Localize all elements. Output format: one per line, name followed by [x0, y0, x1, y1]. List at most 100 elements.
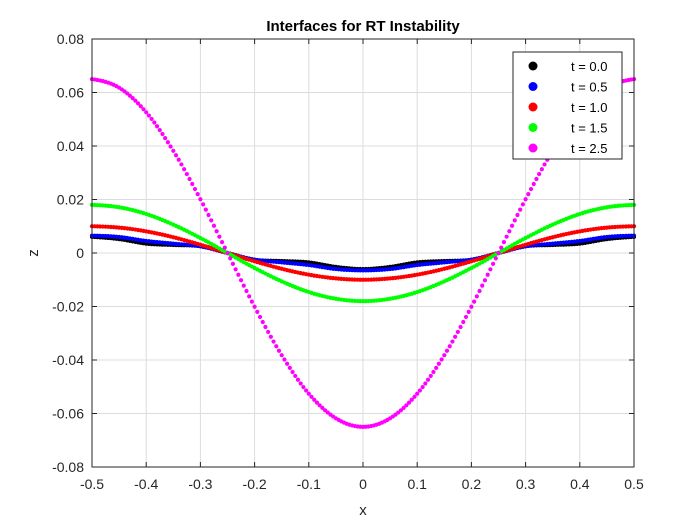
data-point [209, 218, 214, 223]
data-point [222, 245, 227, 250]
y-tick-label: 0 [76, 245, 84, 261]
y-tick-label: 0.06 [57, 85, 84, 101]
data-point [152, 120, 157, 125]
data-point [173, 153, 179, 158]
data-point [219, 240, 225, 245]
data-point [490, 261, 496, 266]
data-point [285, 361, 290, 366]
data-point [303, 388, 309, 393]
data-point [217, 234, 222, 239]
y-tick-label: -0.04 [52, 352, 84, 368]
data-point [461, 319, 466, 325]
data-point [531, 181, 536, 187]
data-point [130, 96, 135, 101]
data-point [539, 167, 544, 172]
y-tick-label: 0.02 [57, 192, 84, 208]
data-point [450, 339, 455, 344]
data-point [406, 400, 412, 405]
data-point [526, 192, 531, 197]
legend-marker [528, 143, 538, 153]
y-tick-label: 0.04 [57, 138, 84, 154]
data-point [466, 309, 471, 314]
data-point [249, 299, 254, 304]
y-tick-label: -0.02 [52, 299, 84, 315]
legend-marker [528, 102, 538, 112]
data-point [268, 334, 273, 339]
data-point [138, 104, 143, 109]
data-point [439, 357, 444, 362]
data-point [163, 135, 168, 141]
data-point [298, 381, 303, 386]
data-point [477, 288, 482, 294]
series-layer [89, 77, 637, 429]
data-point [149, 116, 154, 122]
data-point [176, 157, 181, 162]
data-point [528, 186, 534, 192]
chart-title: Interfaces for RT Instability [266, 18, 460, 35]
data-point [260, 319, 265, 325]
data-point [493, 256, 498, 261]
x-tick-label: -0.5 [80, 476, 104, 492]
data-point [423, 381, 428, 386]
data-point [453, 334, 458, 339]
data-point [488, 267, 493, 272]
data-point [201, 202, 206, 207]
data-point [320, 405, 325, 410]
series-2 [89, 224, 637, 282]
legend-label: t = 1.5 [571, 121, 608, 136]
data-point [195, 192, 200, 197]
ticks: -0.5 -0.4 -0.3 -0.2 -0.1 0 0.1 0.2 0.3 0.4 0.5 -0.0… [52, 31, 644, 492]
data-point [182, 167, 187, 172]
y-tick-label: 0.08 [57, 31, 84, 47]
legend-label: t = 0.0 [571, 59, 608, 74]
data-point [214, 229, 219, 234]
data-point [187, 176, 192, 182]
data-point [537, 171, 542, 177]
x-tick-label: -0.2 [243, 476, 267, 492]
data-point [241, 283, 246, 288]
data-point [276, 348, 282, 353]
data-point [401, 405, 406, 410]
data-point [282, 357, 287, 362]
data-point [266, 329, 271, 335]
x-tick-label: 0.1 [407, 476, 427, 492]
data-point [190, 181, 195, 187]
data-point [444, 348, 450, 353]
x-tick-label: 0.2 [462, 476, 482, 492]
data-point [198, 197, 203, 202]
data-point [252, 304, 257, 309]
data-point [312, 397, 317, 402]
legend: t = 0.0 t = 0.5 t = 1.0 t = 1.5 t = 2.5 [512, 51, 623, 160]
data-point [417, 388, 423, 393]
data-point [160, 131, 165, 137]
data-point [409, 397, 414, 402]
data-point [436, 361, 441, 366]
data-point [192, 186, 198, 192]
x-tick-label: 0.4 [570, 476, 590, 492]
data-point [501, 240, 507, 245]
data-point [482, 278, 488, 283]
data-point [141, 107, 146, 112]
data-point [434, 365, 439, 371]
data-point [257, 314, 263, 320]
data-point [425, 377, 431, 382]
data-point [455, 329, 460, 335]
data-point [496, 250, 501, 256]
data-point [542, 162, 547, 167]
data-point [428, 373, 433, 379]
data-point [415, 391, 420, 396]
data-point [507, 229, 512, 234]
data-point [504, 234, 509, 239]
data-point [157, 127, 162, 133]
y-tick-label: -0.08 [52, 459, 84, 475]
data-point [133, 98, 138, 103]
data-point [233, 267, 238, 272]
data-point [165, 140, 170, 145]
legend-label: t = 0.5 [571, 80, 608, 95]
x-tick-label: 0.3 [516, 476, 536, 492]
data-point [146, 113, 152, 118]
x-tick-label: 0 [359, 476, 367, 492]
y-axis-label: z [25, 249, 42, 257]
data-point [509, 223, 515, 228]
x-tick-label: 0.5 [624, 476, 644, 492]
